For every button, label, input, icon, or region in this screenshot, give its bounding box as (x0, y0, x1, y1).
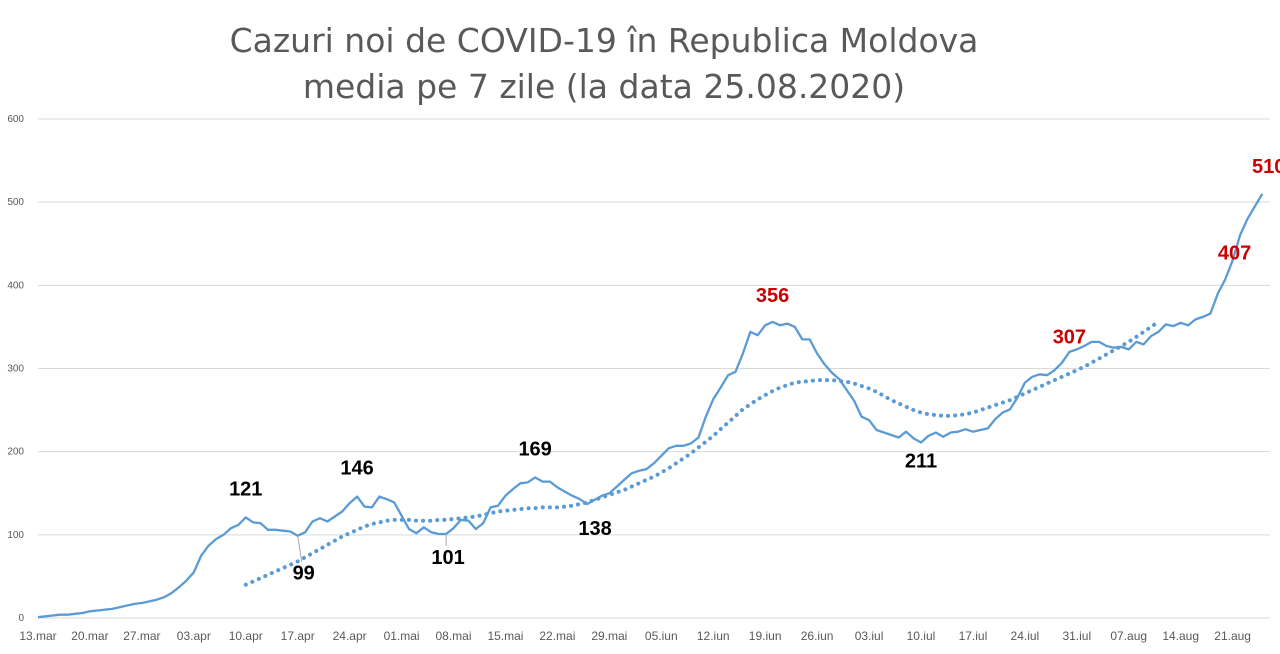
x-tick-label: 27.mar (123, 629, 160, 643)
x-tick-label: 15.mai (487, 629, 523, 643)
data-label-146: 146 (340, 458, 373, 480)
data-label-356: 356 (756, 285, 789, 307)
x-tick-label: 13.mar (19, 629, 56, 643)
x-tick-label: 24.iul (1011, 629, 1040, 643)
x-tick-label: 03.iul (855, 629, 884, 643)
data-label-138: 138 (578, 518, 611, 540)
y-tick-label: 400 (7, 280, 24, 291)
x-tick-label: 17.apr (281, 629, 315, 643)
x-tick-label: 10.iul (907, 629, 936, 643)
x-tick-label: 08.mai (436, 629, 472, 643)
y-tick-label: 500 (7, 197, 24, 208)
x-tick-label: 31.iul (1062, 629, 1091, 643)
data-label-101: 101 (431, 547, 464, 569)
x-tick-label: 05.iun (645, 629, 678, 643)
y-tick-label: 0 (18, 613, 24, 624)
data-label-307: 307 (1053, 327, 1086, 349)
grid (38, 118, 1270, 619)
x-tick-label: 24.apr (333, 629, 367, 643)
x-tick-label: 21.aug (1214, 629, 1251, 643)
y-axis-ticks: 0 100 200 300 400 500 600 (7, 114, 24, 624)
x-tick-label: 20.mar (71, 629, 108, 643)
data-label-211: 211 (905, 451, 937, 473)
x-tick-label: 17.iul (959, 629, 988, 643)
x-tick-label: 10.apr (229, 629, 263, 643)
chart-title-line-2: media pe 7 zile (la data 25.08.2020) (303, 67, 905, 106)
series-group (37, 193, 1264, 619)
x-tick-label: 14.aug (1162, 629, 1199, 643)
y-tick-label: 200 (7, 447, 24, 458)
y-tick-label: 100 (7, 530, 24, 541)
x-tick-label: 01.mai (384, 629, 420, 643)
x-tick-label: 12.iun (697, 629, 730, 643)
data-label-99: 99 (293, 563, 315, 585)
data-label-169: 169 (518, 438, 551, 460)
x-tick-label: 19.iun (749, 629, 782, 643)
x-tick-label: 03.apr (177, 629, 211, 643)
x-tick-label: 26.iun (801, 629, 834, 643)
data-label-121: 121 (229, 478, 262, 500)
series-line-7day-average (37, 193, 1264, 619)
y-tick-label: 600 (7, 114, 24, 125)
data-label-407: 407 (1218, 243, 1251, 265)
x-tick-label: 22.mai (539, 629, 575, 643)
chart-title-line-1: Cazuri noi de COVID-19 în Republica Mold… (230, 21, 979, 60)
x-tick-label: 29.mai (591, 629, 627, 643)
y-tick-label: 300 (7, 364, 24, 375)
x-tick-label: 07.aug (1110, 629, 1147, 643)
annotation-leader-line (297, 535, 303, 562)
x-axis-ticks: 13.mar 20.mar 27.mar 03.apr 10.apr 17.apr 24.a… (19, 629, 1251, 643)
trend-line-dotted (243, 319, 1161, 587)
data-label-510: 510 (1252, 156, 1280, 178)
annotations-group: 121 99 146 101 169 138 356 211 307 407 510 (229, 156, 1280, 585)
